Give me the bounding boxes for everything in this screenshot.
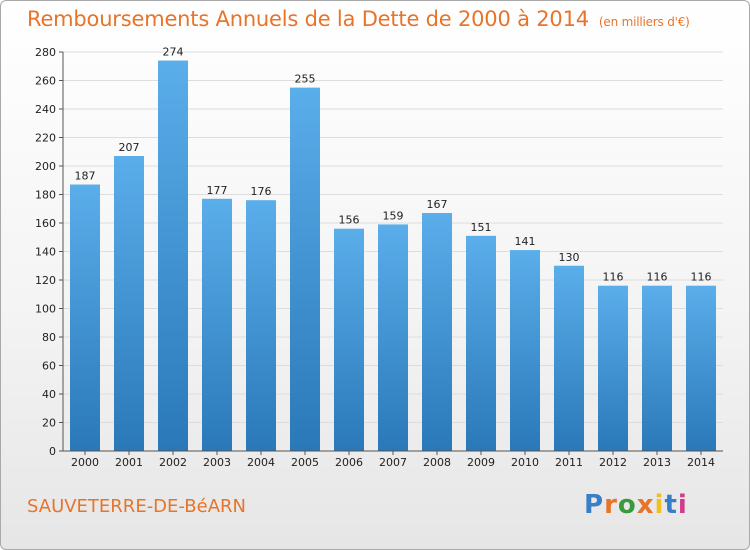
bar-2006 <box>334 228 364 451</box>
logo-letter: r <box>604 490 618 520</box>
logo-letter: t <box>664 490 678 520</box>
logo-letter: P <box>584 490 605 520</box>
value-label: 177 <box>207 184 228 197</box>
bar-2005 <box>290 87 320 451</box>
value-label: 159 <box>383 209 404 222</box>
value-label: 255 <box>295 73 316 86</box>
y-tick-label: 60 <box>42 360 56 373</box>
y-tick-label: 180 <box>35 189 56 202</box>
x-tick-label: 2007 <box>379 456 407 469</box>
title-text: Remboursements Annuels de la Dette de 20… <box>27 7 589 31</box>
bar-2012 <box>598 285 628 451</box>
value-label: 207 <box>119 141 140 154</box>
y-tick-label: 80 <box>42 331 56 344</box>
logo-letter: i <box>677 490 688 520</box>
bars: 187 207 274 177 176 255 156 159 167 151 141 130 116 1… <box>70 46 716 452</box>
x-tick-label: 2005 <box>291 456 319 469</box>
x-tick-label: 2011 <box>555 456 583 469</box>
y-tick-label: 220 <box>35 132 56 145</box>
bar-2013 <box>642 285 672 451</box>
x-tick-label: 2000 <box>71 456 99 469</box>
y-tick-label: 240 <box>35 103 56 116</box>
y-tick-label: 260 <box>35 75 56 88</box>
chart-subtitle: (en milliers d'€) <box>598 15 690 29</box>
x-tick-label: 2006 <box>335 456 363 469</box>
bar-2001 <box>114 156 144 451</box>
bar-2010 <box>510 250 540 451</box>
logo-letter: o <box>617 490 637 520</box>
x-tick-label: 2002 <box>159 456 187 469</box>
value-label: 176 <box>251 185 272 198</box>
value-label: 156 <box>339 214 360 227</box>
x-tick-label: 2004 <box>247 456 275 469</box>
value-label: 187 <box>75 170 96 183</box>
city-name: SAUVETERRE-DE-BéARN <box>27 496 246 517</box>
y-tick-label: 200 <box>35 160 56 173</box>
x-tick-label: 2014 <box>687 456 715 469</box>
value-label: 141 <box>515 235 536 248</box>
bar-2014 <box>686 285 716 451</box>
proxiti-logo[interactable]: Proxiti <box>584 490 688 520</box>
value-label: 116 <box>691 271 712 284</box>
bar-2011 <box>554 265 584 451</box>
bar-2009 <box>466 235 496 451</box>
y-tick-label: 160 <box>35 217 56 230</box>
x-tick-label: 2008 <box>423 456 451 469</box>
value-label: 151 <box>471 221 492 234</box>
value-label: 167 <box>427 198 448 211</box>
chart-title: Remboursements Annuels de la Dette de 20… <box>27 7 690 31</box>
y-tick-label: 0 <box>49 445 56 458</box>
logo-letter: i <box>654 490 665 520</box>
axes: 0 20 40 60 80 100 120 140 160 180 200 220 240 260 280 2… <box>35 46 723 469</box>
x-tick-label: 2009 <box>467 456 495 469</box>
y-tick-label: 280 <box>35 46 56 59</box>
bar-2002 <box>158 60 188 452</box>
x-tick-label: 2010 <box>511 456 539 469</box>
y-tick-label: 100 <box>35 303 56 316</box>
bar-2004 <box>246 200 276 451</box>
x-tick-label: 2012 <box>599 456 627 469</box>
value-label: 116 <box>603 271 624 284</box>
value-label: 116 <box>647 271 668 284</box>
logo-letter: x <box>636 490 655 520</box>
x-tick-label: 2001 <box>115 456 143 469</box>
bar-chart: 187 207 274 177 176 255 156 159 167 151 141 130 116 1… <box>35 46 723 469</box>
bar-2000 <box>70 184 100 451</box>
x-tick-label: 2003 <box>203 456 231 469</box>
y-tick-label: 40 <box>42 388 56 401</box>
bar-2008 <box>422 213 452 451</box>
y-tick-label: 140 <box>35 246 56 259</box>
bar-2007 <box>378 224 408 451</box>
y-tick-label: 20 <box>42 417 56 430</box>
value-label: 274 <box>163 46 184 59</box>
bar-2003 <box>202 198 232 451</box>
value-label: 130 <box>559 251 580 264</box>
x-tick-label: 2013 <box>643 456 671 469</box>
y-tick-label: 120 <box>35 274 56 287</box>
